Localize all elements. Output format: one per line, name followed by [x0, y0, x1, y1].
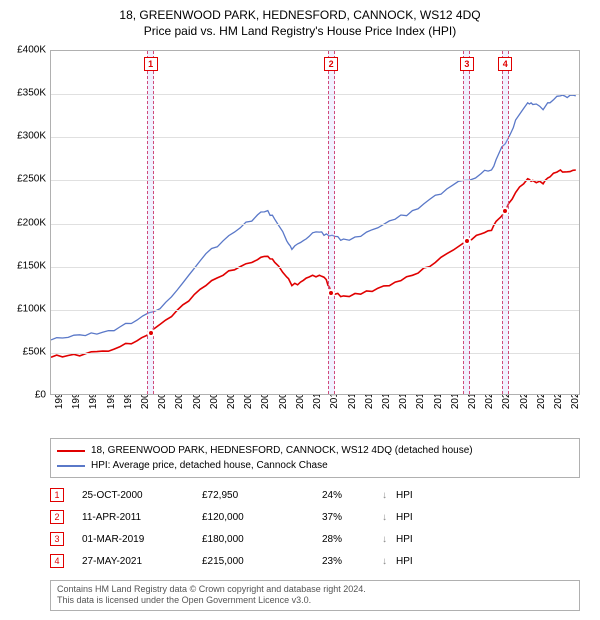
- legend-label: 18, GREENWOOD PARK, HEDNESFORD, CANNOCK,…: [91, 445, 473, 456]
- events-table: 125-OCT-2000£72,95024%↓HPI211-APR-2011£1…: [50, 484, 580, 572]
- ytick-label: £100K: [2, 303, 46, 314]
- gridline-h: [51, 94, 579, 95]
- event-flag: 4: [498, 57, 512, 71]
- gridline-h: [51, 180, 579, 181]
- attribution-box: Contains HM Land Registry data © Crown c…: [50, 580, 580, 611]
- down-arrow-icon: ↓: [382, 490, 396, 501]
- ytick-label: £200K: [2, 217, 46, 228]
- legend-swatch: [57, 465, 85, 467]
- series-line-property: [51, 170, 576, 357]
- title-subtitle: Price paid vs. HM Land Registry's House …: [0, 24, 600, 38]
- ytick-label: £0: [2, 390, 46, 401]
- event-flag-cell: 3: [50, 532, 64, 546]
- gridline-h: [51, 137, 579, 138]
- gridline-h: [51, 310, 579, 311]
- event-flag: 1: [144, 57, 158, 71]
- event-flag: 2: [324, 57, 338, 71]
- event-flag: 3: [460, 57, 474, 71]
- series-line-hpi: [51, 95, 576, 340]
- event-band: [463, 51, 470, 394]
- legend-swatch: [57, 450, 85, 452]
- event-hpi-label: HPI: [396, 534, 426, 545]
- event-date: 25-OCT-2000: [82, 490, 202, 501]
- title-address: 18, GREENWOOD PARK, HEDNESFORD, CANNOCK,…: [0, 8, 600, 22]
- event-row: 3 01-MAR-2019£180,00028%↓HPI: [50, 528, 580, 550]
- event-hpi-label: HPI: [396, 556, 426, 567]
- title-block: 18, GREENWOOD PARK, HEDNESFORD, CANNOCK,…: [0, 0, 600, 38]
- ytick-label: £400K: [2, 45, 46, 56]
- down-arrow-icon: ↓: [382, 512, 396, 523]
- ytick-label: £150K: [2, 260, 46, 271]
- event-flag-cell: 4: [50, 554, 64, 568]
- legend-item: HPI: Average price, detached house, Cann…: [57, 458, 573, 473]
- event-price: £120,000: [202, 512, 322, 523]
- gridline-h: [51, 267, 579, 268]
- event-price: £215,000: [202, 556, 322, 567]
- ytick-label: £350K: [2, 88, 46, 99]
- event-pct: 37%: [322, 512, 382, 523]
- legend-item: 18, GREENWOOD PARK, HEDNESFORD, CANNOCK,…: [57, 443, 573, 458]
- event-hpi-label: HPI: [396, 490, 426, 501]
- event-band: [147, 51, 154, 394]
- event-band: [328, 51, 335, 394]
- event-date: 11-APR-2011: [82, 512, 202, 523]
- event-price: £180,000: [202, 534, 322, 545]
- ytick-label: £250K: [2, 174, 46, 185]
- legend-box: 18, GREENWOOD PARK, HEDNESFORD, CANNOCK,…: [50, 438, 580, 478]
- attribution-line2: This data is licensed under the Open Gov…: [57, 595, 573, 606]
- event-row: 2 11-APR-2011£120,00037%↓HPI: [50, 506, 580, 528]
- event-row: 1 25-OCT-2000£72,95024%↓HPI: [50, 484, 580, 506]
- legend-label: HPI: Average price, detached house, Cann…: [91, 460, 328, 471]
- event-row: 4 27-MAY-2021£215,00023%↓HPI: [50, 550, 580, 572]
- sale-marker: [501, 207, 509, 215]
- ytick-label: £300K: [2, 131, 46, 142]
- down-arrow-icon: ↓: [382, 556, 396, 567]
- sale-marker: [327, 289, 335, 297]
- down-arrow-icon: ↓: [382, 534, 396, 545]
- event-band: [502, 51, 509, 394]
- plot-area: 1 2 3 4: [50, 50, 580, 395]
- event-flag-cell: 1: [50, 488, 64, 502]
- gridline-h: [51, 353, 579, 354]
- event-flag-cell: 2: [50, 510, 64, 524]
- event-price: £72,950: [202, 490, 322, 501]
- event-hpi-label: HPI: [396, 512, 426, 523]
- event-pct: 23%: [322, 556, 382, 567]
- event-pct: 24%: [322, 490, 382, 501]
- gridline-h: [51, 224, 579, 225]
- event-date: 27-MAY-2021: [82, 556, 202, 567]
- chart-container: 18, GREENWOOD PARK, HEDNESFORD, CANNOCK,…: [0, 0, 600, 620]
- attribution-line1: Contains HM Land Registry data © Crown c…: [57, 584, 573, 595]
- event-date: 01-MAR-2019: [82, 534, 202, 545]
- sale-marker: [147, 329, 155, 337]
- ytick-label: £50K: [2, 346, 46, 357]
- sale-marker: [463, 237, 471, 245]
- event-pct: 28%: [322, 534, 382, 545]
